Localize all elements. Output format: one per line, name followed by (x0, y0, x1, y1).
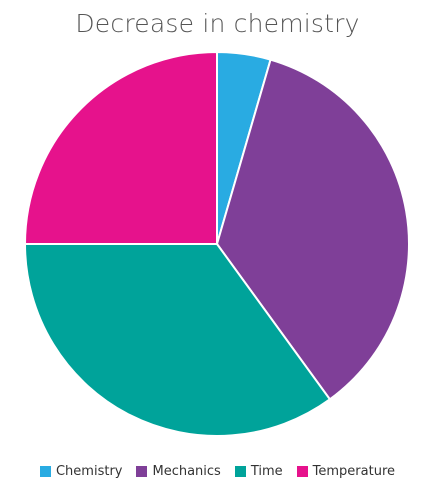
legend-label: Chemistry (55, 464, 123, 479)
legend-swatch-temperature (296, 466, 308, 477)
pie-slice-temperature[interactable] (24, 51, 218, 245)
legend-item-temperature[interactable]: Temperature (296, 464, 396, 479)
legend-swatch-mechanics (136, 466, 148, 477)
chart-title: Decrease in chemistry (75, 9, 360, 38)
legend-item-mechanics[interactable]: Mechanics (136, 464, 221, 479)
legend-swatch-time (234, 466, 246, 477)
legend-swatch-chemistry (39, 466, 51, 477)
pie-slice-time[interactable] (24, 243, 331, 437)
legend-item-time[interactable]: Time (234, 464, 283, 479)
legend-label: Time (250, 464, 283, 479)
legend-label: Mechanics (152, 464, 221, 479)
legend-label: Temperature (312, 464, 396, 479)
legend: Chemistry Mechanics Time Temperature (0, 464, 435, 479)
legend-item-chemistry[interactable]: Chemistry (39, 464, 123, 479)
pie-slice-mechanics[interactable] (216, 58, 410, 401)
